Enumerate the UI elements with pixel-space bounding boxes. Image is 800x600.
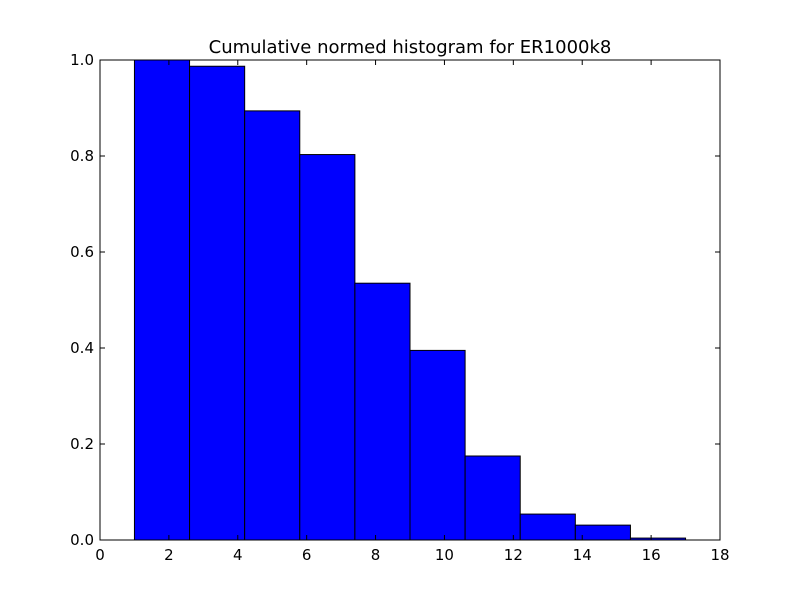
chart-title: Cumulative normed histogram for ER1000k8 <box>209 37 612 58</box>
histogram-bar-6 <box>464 455 521 541</box>
x-tick-label-9: 18 <box>710 546 729 564</box>
x-tick-label-8: 16 <box>642 546 661 564</box>
ticks-group: 0 2 4 6 8 10 12 14 16 18 0.0 0.2 0.4 0.6 0.8 1.0 <box>70 51 729 564</box>
x-tick-label-5: 10 <box>435 546 454 564</box>
y-tick-label-5: 1.0 <box>70 51 94 69</box>
x-tick-label-6: 12 <box>504 546 523 564</box>
y-tick-label-3: 0.6 <box>70 243 94 261</box>
plot-frame <box>99 59 721 541</box>
histogram-bar-0 <box>133 59 191 541</box>
histogram-bar-2 <box>244 110 301 541</box>
histogram-bar-8 <box>574 524 631 541</box>
histogram-bar-5 <box>409 349 466 541</box>
x-tick-label-2: 4 <box>233 546 243 564</box>
histogram-bar-7 <box>519 513 576 541</box>
histogram-bar-3 <box>299 154 356 541</box>
histogram-bar-1 <box>189 65 246 541</box>
y-tick-label-1: 0.2 <box>70 435 94 453</box>
y-tick-label-0: 0.0 <box>70 531 94 549</box>
y-tick-label-4: 0.8 <box>70 147 94 165</box>
x-tick-label-4: 8 <box>371 546 381 564</box>
x-tick-label-0: 0 <box>95 546 105 564</box>
x-tick-label-3: 6 <box>302 546 312 564</box>
bars-group <box>133 59 687 541</box>
x-tick-label-7: 14 <box>573 546 592 564</box>
histogram-bar-4 <box>354 282 411 541</box>
y-tick-label-2: 0.4 <box>70 339 94 357</box>
x-tick-label-1: 2 <box>164 546 174 564</box>
